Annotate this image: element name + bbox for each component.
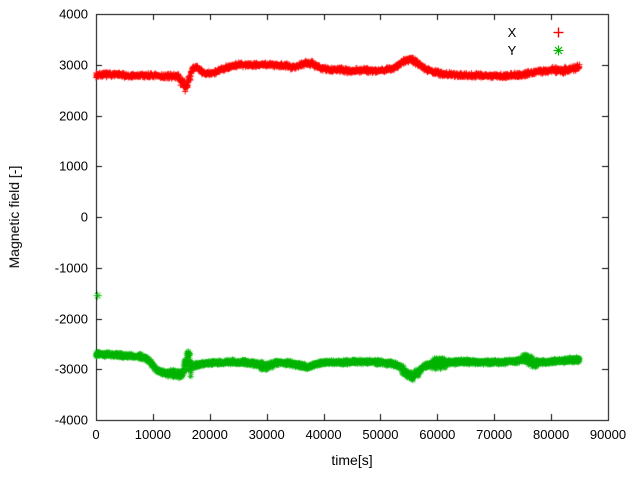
legend-label-x: X [507, 24, 517, 40]
y-axis-title: Magnetic field [-] [6, 165, 22, 269]
y-tick-label: 4000 [59, 6, 88, 22]
y-tick-label: 1000 [59, 158, 88, 174]
plus-marker-icon [553, 27, 564, 37]
asterisk-marker-icon [553, 45, 564, 55]
legend-label-y: Y [507, 42, 517, 58]
x-tick-label: 70000 [476, 427, 513, 442]
y-tick-label: -2000 [54, 311, 88, 326]
legend: X Y [498, 23, 574, 59]
x-tick-label: 50000 [362, 427, 399, 442]
x-axis-title: time[s] [331, 452, 373, 468]
legend-entry-x: X [498, 23, 574, 41]
x-tick-label: 60000 [419, 427, 456, 442]
x-tick-label: 90000 [589, 427, 627, 442]
y-tick-label: 2000 [59, 108, 88, 123]
x-tick-label: 0 [92, 427, 100, 442]
x-tick-label: 40000 [305, 427, 342, 442]
legend-entry-y: Y [498, 41, 574, 59]
y-tick-label: -1000 [54, 260, 88, 276]
y-tick-label: 0 [80, 209, 88, 225]
x-tick-label: 10000 [134, 427, 171, 442]
x-tick-label: 30000 [248, 427, 285, 442]
y-tick-label: -4000 [54, 412, 88, 428]
x-tick-label: 80000 [533, 427, 570, 442]
y-tick-label: -3000 [54, 361, 88, 377]
y-tick-label: 3000 [59, 57, 88, 73]
x-tick-label: 20000 [191, 427, 228, 442]
